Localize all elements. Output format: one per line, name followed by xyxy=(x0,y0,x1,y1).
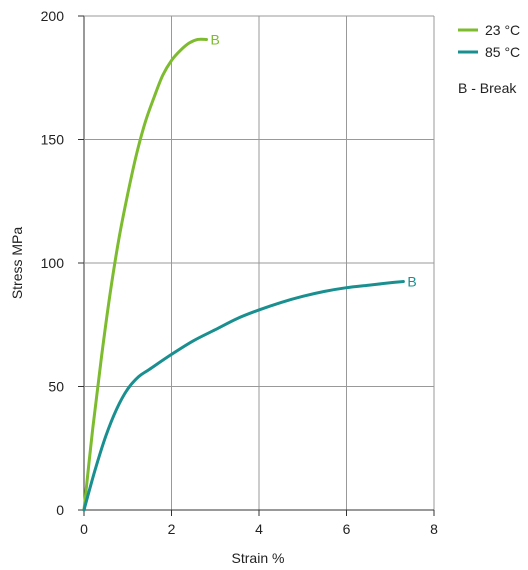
y-axis-label: Stress MPa xyxy=(9,227,25,300)
break-label-1: B xyxy=(407,274,416,290)
legend-break-note: B - Break xyxy=(458,80,517,96)
series-line-1 xyxy=(82,280,405,512)
legend: 23 °C 85 °C xyxy=(458,22,520,60)
series-lines xyxy=(82,37,405,512)
x-tick-label: 8 xyxy=(430,521,438,537)
grid xyxy=(78,15,435,516)
x-tick-label: 0 xyxy=(80,521,88,537)
y-tick-label: 0 xyxy=(56,502,64,518)
y-tick-label: 150 xyxy=(41,132,65,148)
break-labels: BB xyxy=(211,31,417,289)
y-tick-labels: 0 50 100 150 200 xyxy=(41,8,65,518)
series-line-0 xyxy=(82,37,208,512)
x-tick-label: 6 xyxy=(343,521,351,537)
x-tick-label: 4 xyxy=(255,521,263,537)
x-tick-labels: 0 2 4 6 8 xyxy=(80,521,438,537)
y-tick-label: 200 xyxy=(41,8,65,24)
legend-label-1: 85 °C xyxy=(485,44,520,60)
break-label-0: B xyxy=(211,31,220,47)
legend-label-0: 23 °C xyxy=(485,22,520,38)
y-tick-label: 50 xyxy=(48,379,64,395)
x-axis-label: Strain % xyxy=(232,550,285,566)
y-tick-label: 100 xyxy=(41,255,65,271)
x-tick-label: 2 xyxy=(168,521,176,537)
